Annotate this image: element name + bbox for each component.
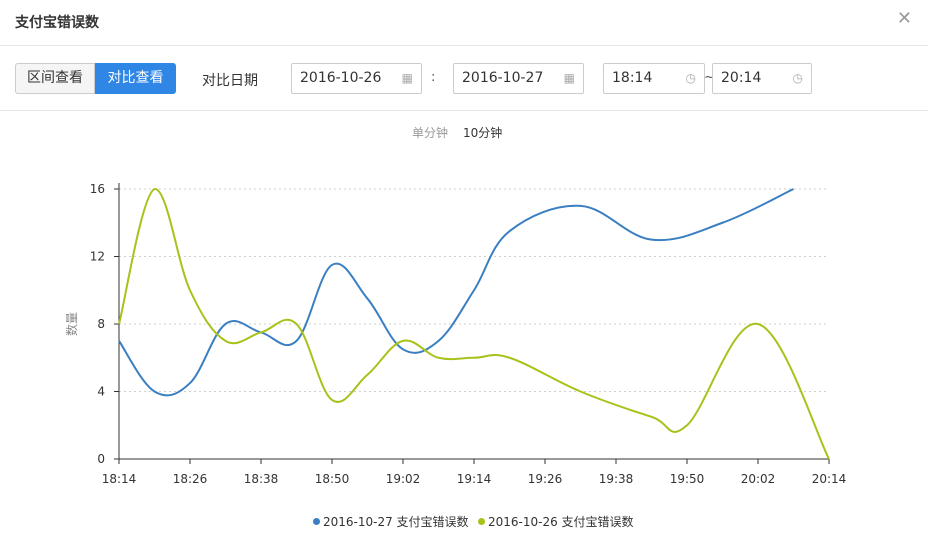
x-tick-label: 19:50 — [670, 472, 705, 486]
legend-label: 2016-10-27 支付宝错误数 — [323, 515, 469, 529]
y-tick-label: 12 — [90, 250, 105, 264]
x-tick-label: 18:38 — [244, 472, 279, 486]
x-tick-label: 20:14 — [812, 472, 847, 486]
y-axis-label: 数量 — [64, 312, 79, 336]
compare-view-button[interactable]: 对比查看 — [95, 63, 176, 94]
close-icon[interactable]: ✕ — [896, 8, 912, 29]
date2-value: 2016-10-27 — [462, 70, 544, 86]
time-end-value: 20:14 — [721, 70, 762, 86]
x-tick-label: 20:02 — [741, 472, 776, 486]
time-start-value: 18:14 — [612, 70, 653, 86]
view-mode-toggle: 区间查看 对比查看 — [15, 63, 176, 94]
range-view-button[interactable]: 区间查看 — [15, 63, 95, 94]
x-tick-label: 19:14 — [457, 472, 492, 486]
x-tick-label: 19:26 — [528, 472, 563, 486]
calendar-icon: ▦ — [401, 71, 413, 85]
time-end-field[interactable]: 20:14 ◷ — [712, 63, 812, 94]
time-separator: ~ — [704, 70, 715, 85]
series-line-1 — [118, 188, 794, 397]
time-start-field[interactable]: 18:14 ◷ — [603, 63, 705, 94]
dialog-header: 支付宝错误数 ✕ — [0, 0, 928, 46]
x-tick-label: 19:38 — [599, 472, 634, 486]
legend-item[interactable]: 2016-10-26 支付宝错误数 — [478, 513, 634, 530]
legend-marker — [313, 518, 320, 525]
x-tick-label: 18:26 — [173, 472, 208, 486]
legend-label: 2016-10-26 支付宝错误数 — [488, 515, 634, 529]
clock-icon: ◷ — [792, 71, 803, 85]
clock-icon: ◷ — [685, 71, 696, 85]
legend-item[interactable]: 2016-10-27 支付宝错误数 — [313, 513, 469, 530]
x-tick-label: 18:14 — [102, 472, 137, 486]
unit-ten-minutes[interactable]: 10分钟 — [463, 126, 503, 140]
date1-value: 2016-10-26 — [300, 70, 382, 86]
x-tick-label: 18:50 — [315, 472, 350, 486]
unit-per-minute[interactable]: 单分钟 — [412, 126, 449, 140]
y-tick-label: 0 — [97, 452, 105, 466]
date1-field[interactable]: 2016-10-26 ▦ — [291, 63, 422, 94]
date2-field[interactable]: 2016-10-27 ▦ — [453, 63, 584, 94]
series-line-2 — [118, 188, 830, 460]
y-tick-label: 16 — [90, 182, 105, 196]
y-tick-label: 4 — [97, 385, 105, 399]
dialog-title: 支付宝错误数 — [15, 15, 99, 31]
toolbar: 区间查看 对比查看 对比日期 2016-10-26 ▦ : 2016-10-27… — [0, 47, 928, 111]
legend-marker — [478, 518, 485, 525]
y-tick-label: 8 — [97, 317, 105, 331]
x-tick-label: 19:02 — [386, 472, 421, 486]
compare-date-label: 对比日期 — [202, 73, 258, 89]
date-separator: : — [431, 70, 436, 85]
calendar-icon: ▦ — [563, 71, 575, 85]
